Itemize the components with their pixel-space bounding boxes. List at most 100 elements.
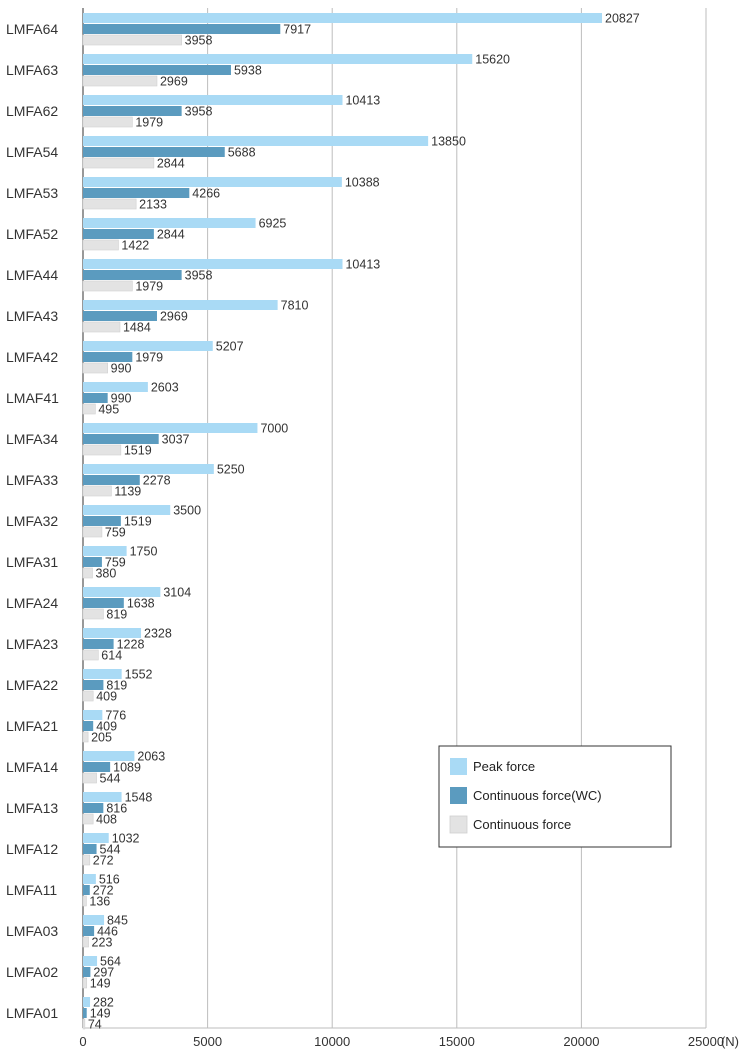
data-label: 1979 — [135, 351, 163, 365]
data-label: 1032 — [112, 832, 140, 846]
bar — [83, 516, 121, 526]
bar — [83, 680, 104, 690]
data-label: 2278 — [143, 474, 171, 488]
data-label: 149 — [90, 1007, 111, 1021]
data-label: 1979 — [135, 116, 163, 130]
data-label: 297 — [93, 966, 114, 980]
category-label: LMFA42 — [6, 349, 58, 365]
bar — [83, 844, 97, 854]
bar — [83, 393, 108, 403]
data-label: 614 — [101, 649, 122, 663]
bar — [83, 65, 231, 75]
category-label: LMFA01 — [6, 1005, 58, 1021]
data-label: 2969 — [160, 75, 188, 89]
data-label: 1548 — [125, 791, 153, 805]
legend-box — [438, 745, 672, 848]
data-label: 205 — [91, 731, 112, 745]
bar — [82, 75, 158, 87]
bar — [82, 34, 182, 46]
value-labels: 20827 7917 3958 15620 5938 2969 10413 3958 1979 1… — [88, 12, 640, 1032]
category-label: LMFA34 — [6, 431, 58, 447]
bar — [83, 598, 124, 608]
bar — [83, 352, 133, 362]
data-label: 1552 — [125, 668, 153, 682]
data-label: 3037 — [162, 433, 190, 447]
data-label: 1089 — [113, 761, 141, 775]
bar — [82, 690, 94, 702]
bar — [83, 311, 157, 321]
bar — [83, 95, 343, 105]
category-label: LMFA02 — [6, 964, 58, 980]
bar — [83, 546, 127, 556]
data-label: 3958 — [185, 269, 213, 283]
data-label: 2133 — [139, 198, 167, 212]
category-label: LMFA14 — [6, 759, 58, 775]
bar — [82, 936, 89, 948]
bar — [82, 198, 137, 210]
bar — [83, 188, 190, 198]
category-label: LMFA43 — [6, 308, 58, 324]
bar — [82, 1018, 86, 1030]
data-label: 1139 — [114, 485, 141, 499]
bar — [82, 649, 99, 661]
category-label: LMFA12 — [6, 841, 58, 857]
bar — [83, 136, 429, 146]
bar — [83, 147, 225, 157]
bar — [83, 464, 214, 474]
data-label: 2844 — [157, 228, 185, 242]
data-label: 759 — [105, 526, 126, 540]
data-label: 759 — [105, 556, 126, 570]
bar — [83, 259, 343, 269]
data-label: 3958 — [185, 34, 213, 48]
category-label: LMFA62 — [6, 103, 58, 119]
bars — [82, 13, 603, 1030]
data-label: 1519 — [124, 444, 152, 458]
bar — [83, 587, 161, 597]
bar — [83, 505, 171, 515]
data-label: 1750 — [130, 545, 158, 559]
data-label: 409 — [96, 690, 117, 704]
category-label: LMFA44 — [6, 267, 58, 283]
x-tick-label: 15000 — [439, 1034, 475, 1049]
x-tick-label: 5000 — [193, 1034, 222, 1049]
legend-swatch — [449, 815, 468, 834]
bar — [83, 382, 148, 392]
data-label: 845 — [107, 914, 128, 928]
bar — [82, 444, 122, 456]
category-label: LMAF41 — [6, 390, 59, 406]
category-label: LMFA23 — [6, 636, 58, 652]
data-label: 990 — [111, 392, 132, 406]
legend-swatch — [450, 758, 467, 775]
data-label: 136 — [89, 895, 110, 909]
bar — [83, 106, 182, 116]
data-label: 4266 — [192, 187, 220, 201]
bar — [83, 885, 90, 895]
bar — [83, 177, 342, 187]
bar — [82, 854, 91, 866]
data-label: 2603 — [151, 381, 179, 395]
bar — [83, 792, 122, 802]
data-label: 7810 — [281, 299, 309, 313]
bar — [83, 423, 258, 433]
bar — [82, 731, 89, 743]
category-label: LMFA21 — [6, 718, 58, 734]
data-label: 20827 — [605, 12, 640, 26]
data-label: 3500 — [173, 504, 201, 518]
x-axis: 0 5000 10000 15000 20000 25000(N) — [79, 1034, 739, 1049]
data-label: 10413 — [345, 94, 380, 108]
data-label: 409 — [96, 720, 117, 734]
data-label: 15620 — [475, 53, 510, 67]
bar — [83, 475, 140, 485]
data-label: 6925 — [259, 217, 287, 231]
data-label: 5207 — [216, 340, 244, 354]
bar — [83, 915, 105, 925]
bar — [83, 24, 281, 34]
data-label: 5688 — [228, 146, 256, 160]
data-label: 7917 — [283, 23, 311, 37]
legend-label: Peak force — [473, 759, 535, 774]
category-label: LMFA22 — [6, 677, 58, 693]
data-label: 282 — [93, 996, 114, 1010]
bar — [83, 639, 114, 649]
category-label: LMFA13 — [6, 800, 58, 816]
